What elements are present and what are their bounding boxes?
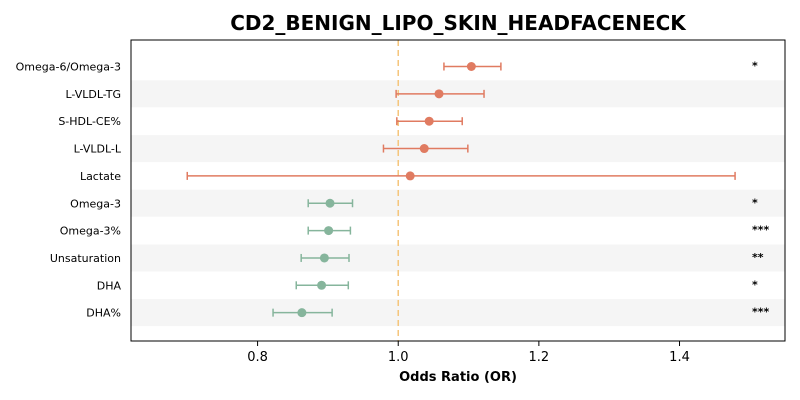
y-tick-label: DHA%	[86, 307, 121, 320]
x-tick-label: 0.8	[247, 350, 268, 365]
odds-ratio-point	[424, 116, 434, 126]
x-tick-label: 1.4	[669, 350, 690, 365]
significance-label: ***	[752, 224, 770, 237]
y-tick-label: Omega-6/Omega-3	[16, 61, 121, 74]
odds-ratio-point	[317, 280, 327, 290]
row-band	[131, 189, 785, 217]
odds-ratio-point	[434, 89, 444, 99]
y-tick-label: Lactate	[80, 170, 121, 183]
plot-frame	[130, 39, 786, 342]
y-tick-label: DHA	[97, 279, 122, 292]
odds-ratio-point	[319, 253, 329, 263]
significance-label: *	[752, 196, 758, 209]
x-tick-label: 1.2	[529, 350, 550, 365]
row-band	[131, 244, 785, 272]
y-tick-label: S-HDL-CE%	[58, 115, 121, 128]
significance-label: *	[752, 60, 758, 73]
row-band	[131, 299, 785, 327]
x-axis-label: Odds Ratio (OR)	[399, 370, 517, 385]
y-tick-label: L-VLDL-TG	[65, 88, 121, 101]
y-tick-label: Omega-3	[70, 197, 121, 210]
odds-ratio-point	[419, 144, 429, 154]
odds-ratio-point	[466, 62, 476, 71]
y-tick-label: Unsaturation	[50, 252, 121, 265]
significance-label: ***	[752, 306, 770, 319]
y-tick-label: L-VLDL-L	[74, 143, 122, 156]
significance-label: *	[752, 278, 758, 291]
chart-title: CD2_BENIGN_LIPO_SKIN_HEADFACENECK	[230, 11, 687, 35]
odds-ratio-point	[297, 308, 307, 318]
odds-ratio-point	[325, 198, 335, 208]
odds-ratio-point	[324, 226, 334, 236]
y-tick-label: Omega-3%	[60, 225, 121, 238]
odds-ratio-point	[405, 171, 415, 181]
significance-label: **	[752, 251, 764, 264]
x-tick-label: 1.0	[388, 350, 409, 365]
